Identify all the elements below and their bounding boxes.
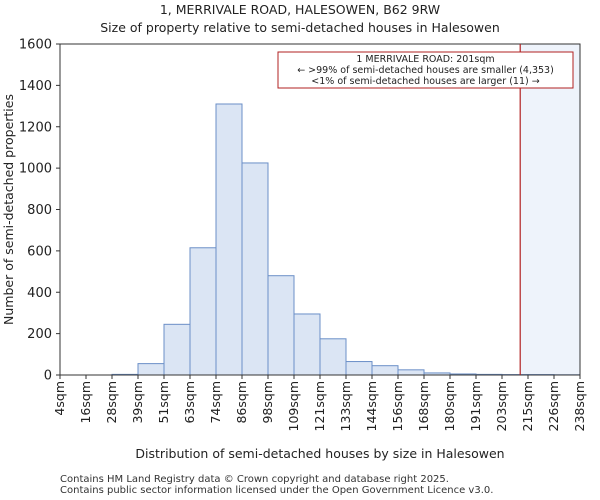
y-tick-label-0: 0 bbox=[44, 369, 52, 384]
y-tick-label-600: 600 bbox=[27, 244, 52, 259]
x-tick-label-74sqm: 74sqm bbox=[208, 381, 223, 424]
bar-98sqm bbox=[267, 275, 295, 376]
y-axis-label: Number of semi-detached properties bbox=[1, 94, 16, 325]
y-tick-label-1000: 1000 bbox=[19, 162, 52, 177]
x-axis-label: Distribution of semi-detached houses by … bbox=[135, 446, 504, 461]
x-tick-label-16sqm: 16sqm bbox=[78, 381, 93, 424]
x-tick-label-191sqm: 191sqm bbox=[468, 381, 483, 431]
footer-licence: Contains public sector information licen… bbox=[60, 485, 494, 496]
x-tick-label-109sqm: 109sqm bbox=[286, 381, 301, 431]
x-tick-label-238sqm: 238sqm bbox=[572, 381, 587, 431]
bar-39sqm bbox=[137, 363, 165, 376]
y-tick-label-800: 800 bbox=[27, 203, 52, 218]
bar-133sqm bbox=[345, 361, 373, 376]
x-tick-label-28sqm: 28sqm bbox=[104, 381, 119, 424]
chart-title: Size of property relative to semi-detach… bbox=[100, 20, 500, 35]
y-tick-label-1200: 1200 bbox=[19, 120, 52, 135]
y-tick-label-1600: 1600 bbox=[19, 38, 52, 53]
footer-copyright: Contains HM Land Registry data © Crown c… bbox=[60, 474, 449, 485]
x-tick-label-203sqm: 203sqm bbox=[494, 381, 509, 431]
x-tick-label-39sqm: 39sqm bbox=[130, 381, 145, 424]
x-tick-label-144sqm: 144sqm bbox=[364, 381, 379, 431]
bar-63sqm bbox=[189, 247, 217, 376]
annotation-line-1: 1 MERRIVALE ROAD: 201sqm bbox=[356, 54, 494, 65]
bar-144sqm bbox=[371, 365, 399, 376]
x-tick-label-98sqm: 98sqm bbox=[260, 381, 275, 424]
x-tick-label-168sqm: 168sqm bbox=[416, 381, 431, 431]
x-tick-label-133sqm: 133sqm bbox=[338, 381, 353, 431]
x-tick-label-51sqm: 51sqm bbox=[156, 381, 171, 424]
bar-86sqm bbox=[241, 162, 269, 376]
x-tick-label-180sqm: 180sqm bbox=[442, 381, 457, 431]
y-tick-label-200: 200 bbox=[27, 327, 52, 342]
x-tick-label-86sqm: 86sqm bbox=[234, 381, 249, 424]
x-tick-label-121sqm: 121sqm bbox=[312, 381, 327, 431]
y-tick-label-1400: 1400 bbox=[19, 79, 52, 94]
larger-region-shade bbox=[520, 44, 580, 375]
x-tick-label-226sqm: 226sqm bbox=[546, 381, 561, 431]
bar-74sqm bbox=[215, 103, 243, 376]
chart-title-address: 1, MERRIVALE ROAD, HALESOWEN, B62 9RW bbox=[159, 2, 441, 17]
bar-156sqm bbox=[397, 369, 425, 376]
x-tick-label-63sqm: 63sqm bbox=[182, 381, 197, 424]
x-tick-label-156sqm: 156sqm bbox=[390, 381, 405, 431]
x-tick-label-215sqm: 215sqm bbox=[520, 381, 535, 431]
x-tick-label-4sqm: 4sqm bbox=[52, 381, 67, 416]
annotation-line-3: <1% of semi-detached houses are larger (… bbox=[311, 76, 539, 87]
bar-121sqm bbox=[319, 338, 347, 376]
annotation-box bbox=[277, 51, 574, 89]
bar-109sqm bbox=[293, 313, 321, 376]
bar-51sqm bbox=[163, 323, 191, 376]
y-tick-label-400: 400 bbox=[27, 286, 52, 301]
annotation-line-2: ← >99% of semi-detached houses are small… bbox=[297, 65, 554, 76]
